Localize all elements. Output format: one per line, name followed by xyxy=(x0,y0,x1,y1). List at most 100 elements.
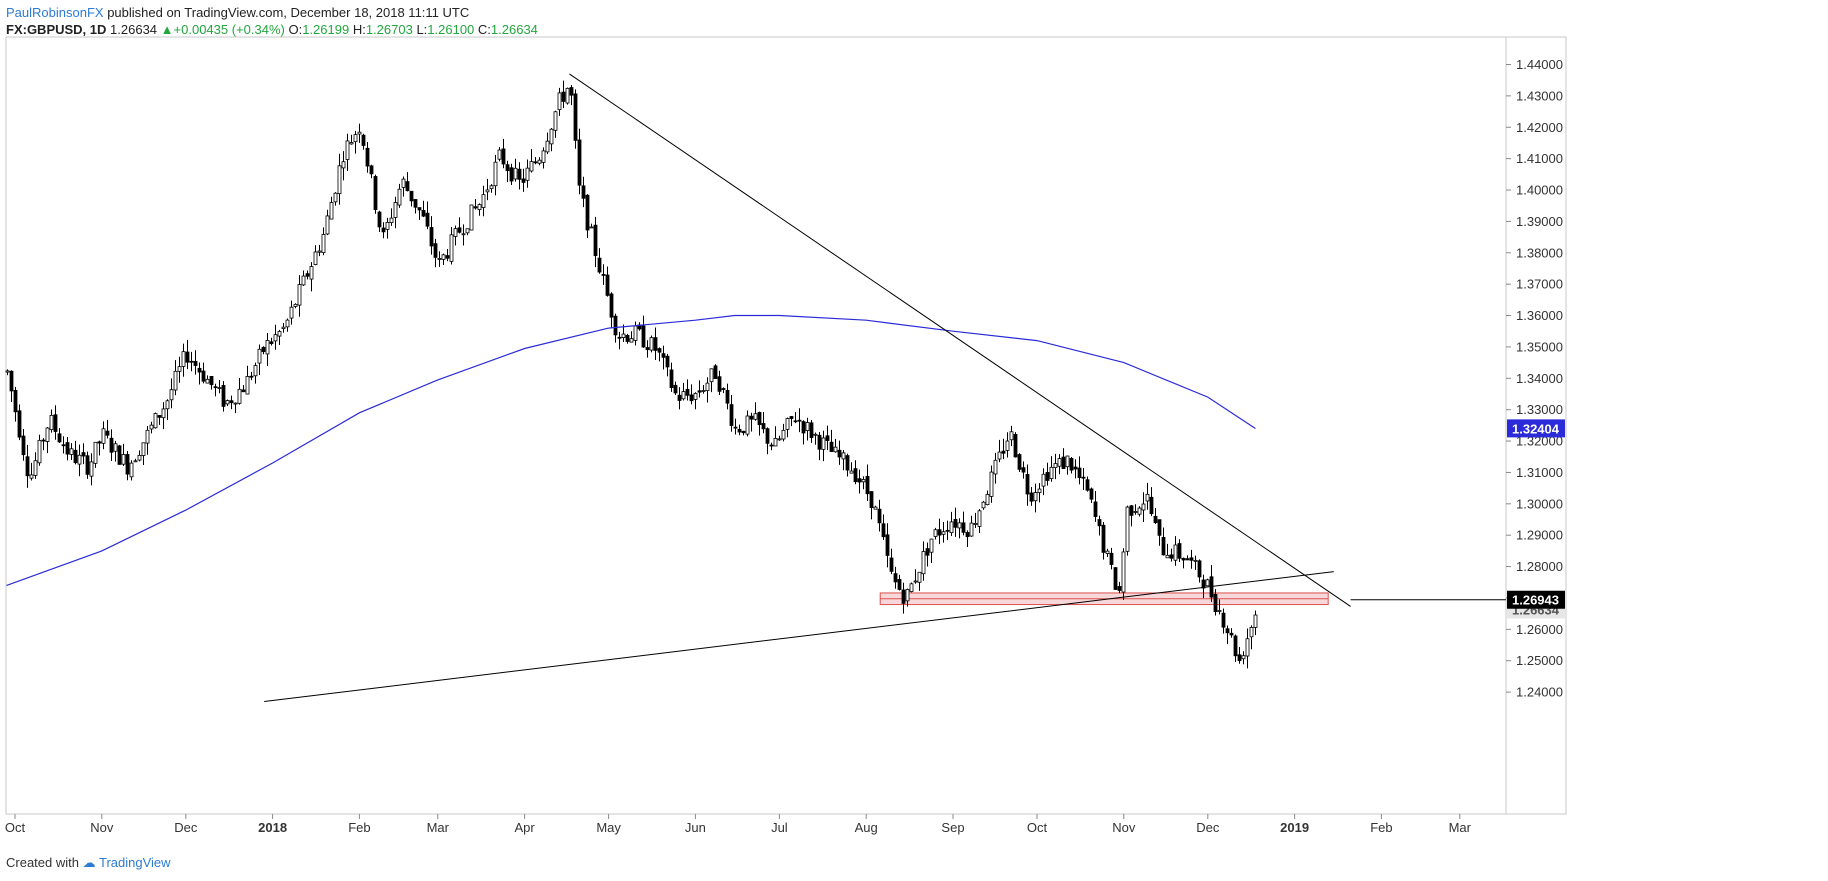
x-tick-label: Dec xyxy=(174,820,198,835)
candle-down xyxy=(877,508,882,524)
candle-up xyxy=(141,442,146,456)
x-tick-label: Jun xyxy=(685,820,706,835)
candle-up xyxy=(133,460,138,463)
candle-up xyxy=(693,393,698,400)
candle-down xyxy=(189,360,194,363)
candle-down xyxy=(1045,472,1050,481)
y-tick-label: 1.28000 xyxy=(1516,559,1563,574)
x-tick-label: Feb xyxy=(1370,820,1392,835)
candle-down xyxy=(61,444,66,447)
candle-up xyxy=(629,338,634,343)
x-tick-label: Mar xyxy=(427,820,450,835)
x-tick-label: 2018 xyxy=(258,820,287,835)
candle-down xyxy=(869,491,874,508)
candle-down xyxy=(601,274,606,276)
candle-up xyxy=(245,376,250,395)
footer: Created with ☁ TradingView xyxy=(6,855,171,871)
candle-up xyxy=(145,429,150,444)
candle-up xyxy=(285,319,290,328)
candle-up xyxy=(49,414,54,431)
candle-down xyxy=(373,176,378,211)
candle-down xyxy=(197,367,202,373)
candle-down xyxy=(1025,474,1030,495)
candle-down xyxy=(965,532,970,538)
x-tick-label: Nov xyxy=(90,820,114,835)
candle-up xyxy=(997,451,1002,460)
ohlc-line: FX:GBPUSD, 1D 1.26634 ▲+0.00435 (+0.34%)… xyxy=(6,21,538,38)
candle-down xyxy=(605,274,610,296)
candle-down xyxy=(53,414,58,432)
change-up-icon: ▲ xyxy=(160,22,174,37)
candle-down xyxy=(893,573,898,583)
candle-down xyxy=(65,442,70,455)
candle-up xyxy=(969,522,974,537)
candle-down xyxy=(433,243,438,258)
candle-up xyxy=(841,452,846,460)
candle-down xyxy=(937,529,942,536)
candle-up xyxy=(397,188,402,206)
candle-down xyxy=(569,87,574,96)
candle-up xyxy=(301,275,306,286)
candle-down xyxy=(1201,579,1206,589)
candle-up xyxy=(277,331,282,337)
candle-up xyxy=(437,258,442,260)
x-tick-label: Mar xyxy=(1449,820,1472,835)
candle-down xyxy=(657,348,662,353)
candle-up xyxy=(181,351,186,367)
candle-down xyxy=(1017,454,1022,470)
candle-up xyxy=(385,221,390,230)
y-tick-label: 1.40000 xyxy=(1516,183,1563,198)
candle-up xyxy=(849,470,854,474)
candle-up xyxy=(1205,579,1210,587)
candle-up xyxy=(77,454,82,465)
candle-down xyxy=(789,416,794,419)
candle-down xyxy=(837,449,842,458)
candle-up xyxy=(461,233,466,236)
candle-up xyxy=(557,92,562,111)
x-tick-label: Feb xyxy=(348,820,370,835)
candle-down xyxy=(593,224,598,256)
candle-up xyxy=(513,167,518,180)
candle-down xyxy=(457,227,462,233)
candle-down xyxy=(201,370,206,382)
candle-down xyxy=(801,421,806,434)
candle-up xyxy=(1037,488,1042,494)
y-tick-label: 1.33000 xyxy=(1516,402,1563,417)
candle-down xyxy=(1077,467,1082,478)
candle-down xyxy=(1149,496,1154,515)
candle-up xyxy=(233,402,238,405)
candle-up xyxy=(289,306,294,319)
candle-down xyxy=(581,185,586,199)
candle-up xyxy=(165,400,170,410)
author-link[interactable]: PaulRobinsonFX xyxy=(6,5,104,20)
x-tick-label: Oct xyxy=(1027,820,1048,835)
candle-up xyxy=(1245,638,1250,657)
candle-up xyxy=(113,443,118,452)
candle-down xyxy=(85,455,90,475)
candle-down xyxy=(825,435,830,441)
candle-down xyxy=(689,394,694,402)
candle-down xyxy=(717,376,722,392)
candle-up xyxy=(161,408,166,419)
candle-up xyxy=(281,326,286,329)
tradingview-brand-link[interactable]: TradingView xyxy=(99,855,171,870)
candle-down xyxy=(185,351,190,363)
candle-down xyxy=(1157,519,1162,536)
candle-up xyxy=(1193,559,1198,562)
y-tick-label: 1.25000 xyxy=(1516,653,1563,668)
candle-down xyxy=(25,456,30,477)
candle-down xyxy=(729,404,734,426)
y-tick-label: 1.35000 xyxy=(1516,339,1563,354)
candle-down xyxy=(617,336,622,339)
y-tick-label: 1.29000 xyxy=(1516,528,1563,543)
candle-up xyxy=(1057,458,1062,467)
candle-down xyxy=(505,164,510,171)
candle-down xyxy=(1093,501,1098,517)
candle-down xyxy=(17,410,22,438)
candle-up xyxy=(129,462,134,478)
candle-down xyxy=(501,148,506,165)
low-label: L: xyxy=(416,22,428,37)
candle-up xyxy=(1065,455,1070,468)
candle-down xyxy=(677,394,682,401)
